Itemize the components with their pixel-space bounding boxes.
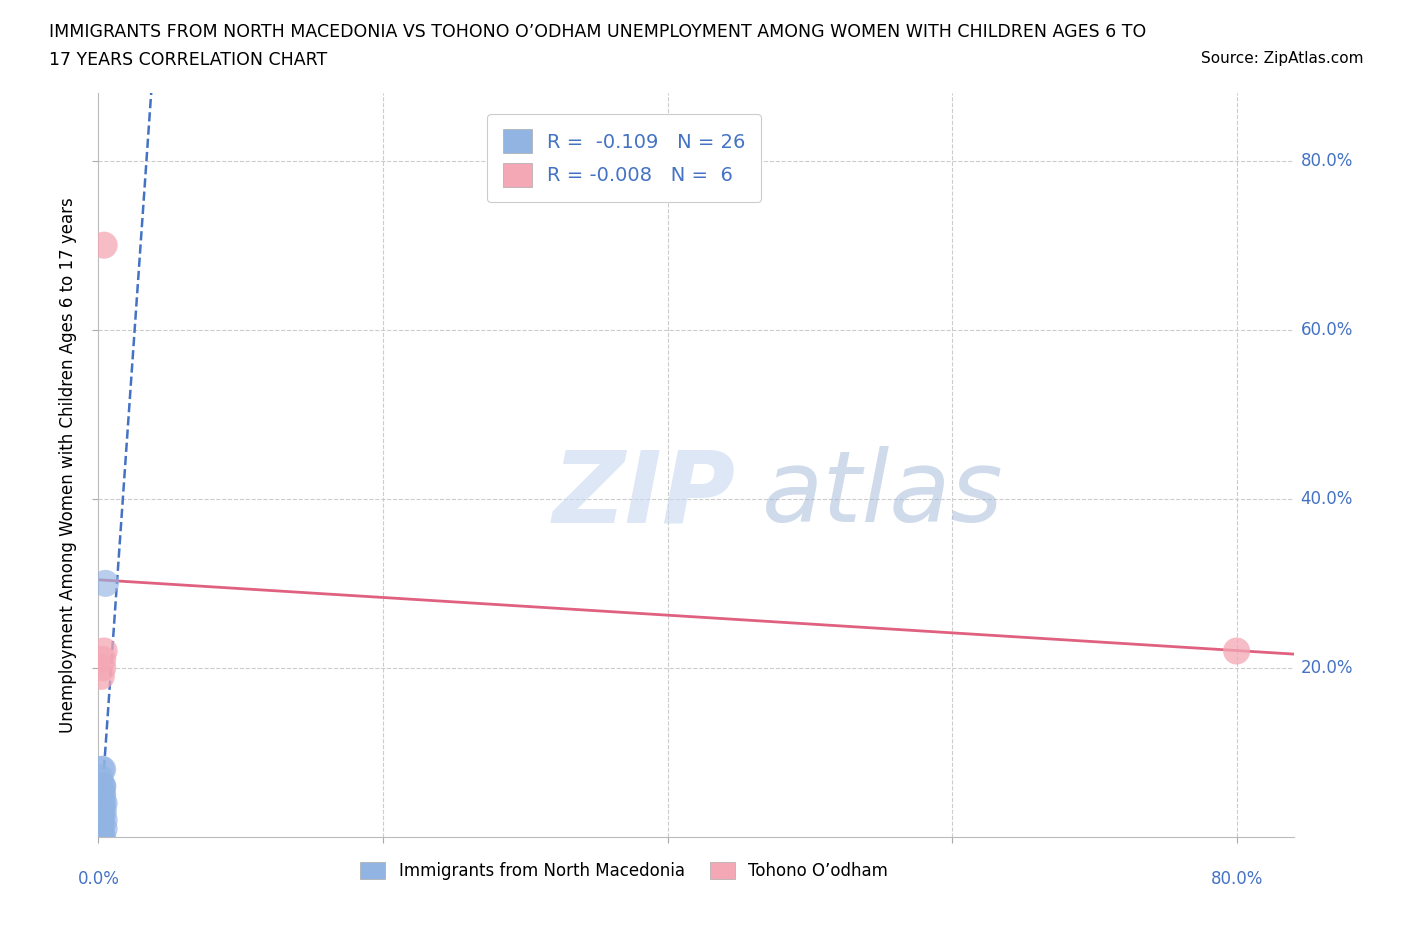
Point [91, 796, 114, 811]
Point [93, 804, 115, 819]
Point [91, 778, 114, 793]
Point [89, 830, 111, 844]
Point [90, 804, 112, 819]
Point [90, 796, 112, 811]
Point [90, 813, 112, 828]
Point [90, 804, 112, 819]
Point [90, 821, 112, 836]
Point [89, 788, 111, 803]
Point [91, 778, 114, 793]
Point [91, 788, 114, 803]
Y-axis label: Unemployment Among Women with Children Ages 6 to 17 years: Unemployment Among Women with Children A… [59, 197, 77, 733]
Text: Source: ZipAtlas.com: Source: ZipAtlas.com [1201, 51, 1364, 66]
Text: ZIP: ZIP [553, 446, 735, 543]
Point [93, 813, 115, 828]
Point [89, 804, 111, 819]
Text: 40.0%: 40.0% [1301, 490, 1353, 508]
Point [89, 770, 111, 785]
Point [93, 644, 115, 658]
Text: 20.0%: 20.0% [1301, 659, 1353, 677]
Text: atlas: atlas [762, 446, 1004, 543]
Text: 80.0%: 80.0% [1301, 152, 1353, 169]
Point [90, 778, 112, 793]
Point [93, 796, 115, 811]
Point [93, 821, 115, 836]
Point [1226, 644, 1249, 658]
Text: 17 YEARS CORRELATION CHART: 17 YEARS CORRELATION CHART [49, 51, 328, 69]
Point [91, 660, 114, 675]
Point [90, 762, 112, 777]
Text: 0.0%: 0.0% [77, 870, 120, 888]
Point [93, 238, 115, 253]
Text: IMMIGRANTS FROM NORTH MACEDONIA VS TOHONO O’ODHAM UNEMPLOYMENT AMONG WOMEN WITH : IMMIGRANTS FROM NORTH MACEDONIA VS TOHON… [49, 23, 1146, 41]
Text: 60.0%: 60.0% [1301, 321, 1353, 339]
Point [91, 788, 114, 803]
Point [90, 821, 112, 836]
Point [90, 813, 112, 828]
Point [90, 830, 112, 844]
Point [90, 669, 112, 684]
Point [91, 830, 114, 844]
Point [91, 762, 114, 777]
Legend: Immigrants from North Macedonia, Tohono O’odham: Immigrants from North Macedonia, Tohono … [352, 854, 897, 888]
Text: 80.0%: 80.0% [1211, 870, 1263, 888]
Point [91, 652, 114, 667]
Point [94, 576, 117, 591]
